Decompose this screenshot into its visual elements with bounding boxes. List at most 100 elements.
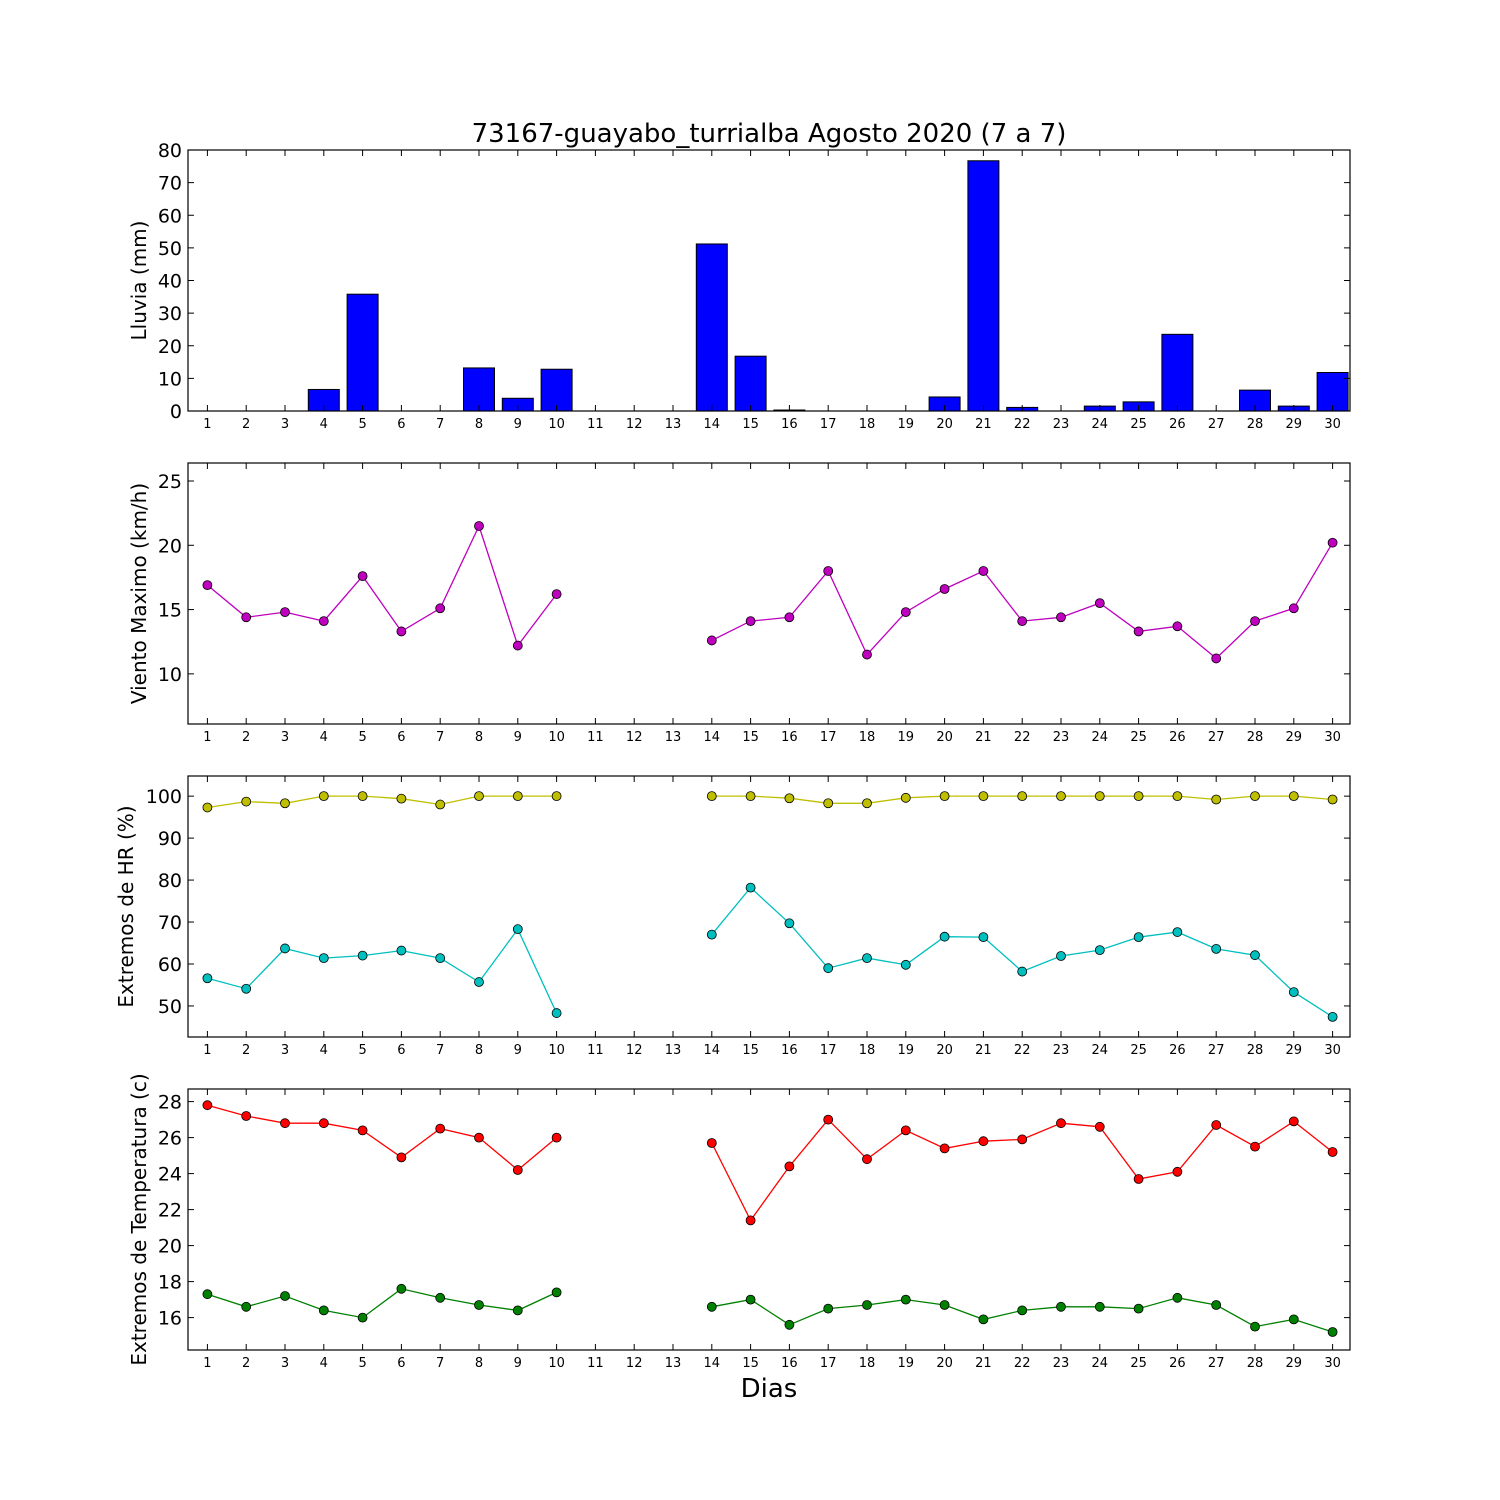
x-tick-label: 11 bbox=[587, 1356, 604, 1371]
data-point-4-1-day-30 bbox=[1327, 1147, 1338, 1157]
data-point-3-1-day-22 bbox=[1017, 791, 1028, 802]
x-tick-label: 17 bbox=[820, 417, 837, 432]
data-point-2-1-day-18 bbox=[862, 649, 872, 660]
data-point-2-1-day-15 bbox=[745, 616, 756, 627]
axes-frame-4 bbox=[187, 1088, 1351, 1351]
x-tick-label: 30 bbox=[1324, 1043, 1341, 1058]
data-point-4-2-day-3 bbox=[280, 1291, 290, 1301]
x-tick-label: 11 bbox=[587, 730, 604, 745]
x-tick-label: 22 bbox=[1014, 730, 1031, 745]
x-tick-label: 9 bbox=[514, 730, 522, 745]
data-point-3-2-day-16 bbox=[784, 918, 795, 929]
x-tick-label: 14 bbox=[704, 1043, 721, 1058]
chart-title: 73167-guayabo_turrialba Agosto 2020 (7 a… bbox=[472, 119, 1067, 149]
x-tick-label: 17 bbox=[820, 730, 837, 745]
x-tick-label: 24 bbox=[1092, 417, 1109, 432]
data-point-2-1-day-22 bbox=[1017, 616, 1028, 627]
data-point-3-2-day-10 bbox=[551, 1008, 562, 1018]
y-tick-label: 26 bbox=[158, 1128, 182, 1150]
data-point-3-1-day-3 bbox=[280, 798, 290, 809]
data-point-4-2-day-5 bbox=[357, 1312, 368, 1323]
y-tick-label: 90 bbox=[158, 828, 182, 850]
data-point-4-1-day-1 bbox=[202, 1100, 213, 1111]
data-point-4-1-day-9 bbox=[512, 1165, 523, 1175]
y-tick-label: 60 bbox=[158, 205, 182, 227]
x-tick-label: 15 bbox=[742, 1356, 759, 1371]
data-point-2-1-day-2 bbox=[241, 612, 252, 623]
x-tick-label: 22 bbox=[1014, 1043, 1031, 1058]
data-point-4-1-day-22 bbox=[1017, 1134, 1028, 1145]
x-tick-label: 2 bbox=[242, 1043, 250, 1058]
rain-bar-day-15 bbox=[734, 355, 767, 412]
x-tick-label: 25 bbox=[1130, 417, 1147, 432]
y-tick-label: 24 bbox=[158, 1164, 182, 1186]
data-point-2-1-day-14 bbox=[706, 635, 717, 646]
data-point-4-2-day-25 bbox=[1133, 1303, 1144, 1314]
data-point-3-2-day-9 bbox=[512, 924, 523, 935]
x-tick-label: 9 bbox=[514, 417, 522, 432]
data-point-3-1-day-23 bbox=[1056, 791, 1066, 802]
data-point-2-1-day-3 bbox=[280, 607, 290, 618]
data-point-4-2-day-16 bbox=[784, 1319, 795, 1330]
y-axis-label-1: Lluvia (mm) bbox=[127, 221, 151, 341]
x-tick-label: 6 bbox=[397, 417, 405, 432]
data-point-4-1-day-20 bbox=[939, 1143, 950, 1154]
x-tick-label: 14 bbox=[704, 417, 721, 432]
x-tick-label: 29 bbox=[1286, 417, 1303, 432]
rain-bar-day-5 bbox=[346, 293, 379, 412]
x-tick-label: 25 bbox=[1130, 1356, 1147, 1371]
data-point-3-2-day-7 bbox=[435, 953, 446, 964]
data-point-3-2-day-1 bbox=[202, 973, 213, 984]
data-point-4-1-day-29 bbox=[1288, 1116, 1299, 1127]
x-tick-label: 12 bbox=[626, 1043, 643, 1058]
x-tick-label: 9 bbox=[514, 1043, 522, 1058]
data-point-3-1-day-6 bbox=[396, 793, 407, 804]
data-point-2-1-day-23 bbox=[1056, 612, 1066, 623]
x-tick-label: 6 bbox=[397, 1043, 405, 1058]
rain-bar-day-21 bbox=[967, 160, 1000, 412]
data-point-3-1-day-28 bbox=[1250, 791, 1260, 802]
data-point-4-2-day-30 bbox=[1327, 1327, 1338, 1337]
x-tick-label: 1 bbox=[203, 1356, 211, 1371]
data-point-4-1-day-27 bbox=[1211, 1120, 1222, 1130]
x-tick-label: 12 bbox=[626, 730, 643, 745]
data-point-2-1-day-5 bbox=[357, 571, 368, 582]
x-tick-label: 28 bbox=[1247, 417, 1264, 432]
x-tick-label: 3 bbox=[281, 1356, 289, 1371]
series-line-3-2 bbox=[207, 886, 1333, 1018]
data-point-2-1-day-26 bbox=[1172, 621, 1183, 632]
data-point-3-1-day-2 bbox=[241, 796, 252, 807]
x-tick-label: 6 bbox=[397, 730, 405, 745]
data-point-4-2-day-20 bbox=[939, 1300, 950, 1310]
x-tick-label: 7 bbox=[436, 1043, 444, 1058]
x-tick-label: 27 bbox=[1208, 730, 1225, 745]
y-tick-label: 20 bbox=[158, 535, 182, 557]
data-point-3-1-day-7 bbox=[435, 799, 446, 810]
x-tick-label: 8 bbox=[475, 730, 483, 745]
data-point-3-1-day-8 bbox=[474, 791, 484, 802]
data-point-3-2-day-14 bbox=[706, 929, 717, 940]
x-axis-label: Dias bbox=[741, 1374, 798, 1404]
x-tick-label: 18 bbox=[859, 1043, 876, 1058]
x-tick-label: 16 bbox=[781, 1043, 798, 1058]
data-point-3-2-day-3 bbox=[280, 943, 290, 954]
x-tick-label: 24 bbox=[1092, 1043, 1109, 1058]
x-tick-label: 22 bbox=[1014, 417, 1031, 432]
data-point-4-1-day-25 bbox=[1133, 1174, 1144, 1184]
x-tick-label: 15 bbox=[742, 417, 759, 432]
x-tick-label: 11 bbox=[587, 1043, 604, 1058]
x-tick-label: 16 bbox=[781, 730, 798, 745]
data-point-4-1-day-19 bbox=[900, 1125, 911, 1136]
x-tick-label: 12 bbox=[626, 417, 643, 432]
x-tick-label: 14 bbox=[704, 1356, 721, 1371]
data-point-4-2-day-27 bbox=[1211, 1300, 1222, 1310]
data-point-3-2-day-24 bbox=[1094, 945, 1105, 956]
data-point-4-2-day-1 bbox=[202, 1289, 213, 1300]
data-point-4-1-day-24 bbox=[1094, 1121, 1105, 1132]
x-tick-label: 13 bbox=[665, 417, 682, 432]
data-point-4-1-day-6 bbox=[396, 1152, 407, 1163]
y-tick-label: 70 bbox=[158, 173, 182, 195]
x-tick-label: 23 bbox=[1053, 730, 1070, 745]
